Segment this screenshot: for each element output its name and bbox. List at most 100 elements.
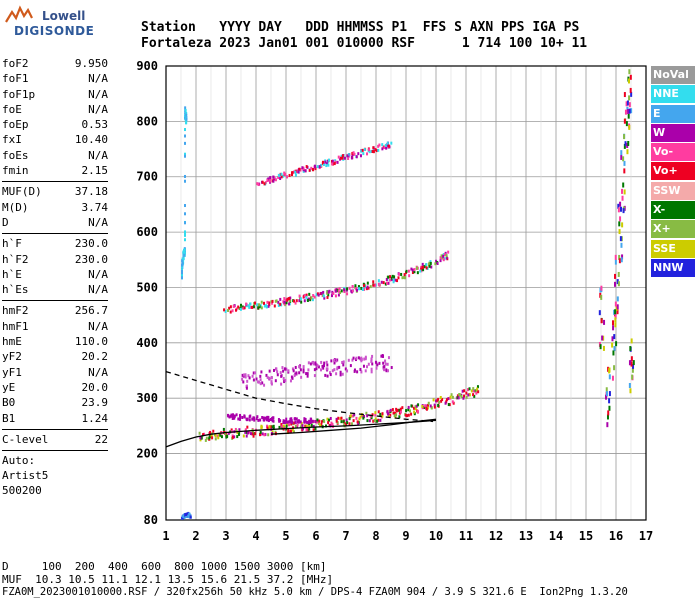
echo-point — [325, 162, 328, 166]
echo-point — [410, 412, 413, 416]
echo-point — [353, 369, 356, 373]
param-value: 1.24 — [81, 411, 109, 425]
echo-point — [270, 380, 273, 384]
echo-point — [300, 300, 303, 304]
echo-point — [347, 156, 350, 160]
echo-point — [442, 258, 445, 262]
echo-point — [309, 298, 312, 302]
echo-point — [362, 364, 365, 368]
echo-point — [268, 303, 271, 307]
echo-point — [444, 401, 447, 405]
param-label: yF1 — [2, 365, 22, 379]
echo-point — [252, 378, 255, 382]
echo-point — [279, 177, 282, 181]
echo-point — [365, 287, 368, 291]
echo-point — [286, 298, 289, 302]
echo-point — [439, 259, 442, 263]
echo-point — [327, 158, 330, 162]
echo-point — [437, 403, 440, 407]
echo-point — [384, 143, 387, 147]
echo-point — [296, 425, 299, 429]
echo-point — [216, 434, 219, 438]
param-divider — [2, 428, 108, 430]
echo-point — [278, 419, 281, 423]
echo-point — [623, 168, 626, 174]
echo-point — [439, 396, 442, 400]
echo-point — [344, 367, 347, 371]
echo-point — [396, 279, 399, 283]
echo-point — [405, 269, 408, 273]
echo-point — [410, 404, 413, 408]
echo-point — [310, 166, 313, 170]
echo-point — [408, 274, 411, 278]
echo-point — [428, 264, 431, 268]
param-row: M(D) 3.74 — [2, 200, 108, 215]
echo-point — [272, 424, 275, 428]
echo-point — [348, 417, 351, 421]
echo-point — [242, 434, 245, 438]
echo-point — [395, 409, 398, 413]
echo-point — [293, 417, 296, 421]
y-tick-label: 80 — [144, 513, 158, 527]
echo-point — [285, 417, 288, 421]
echo-point — [385, 278, 388, 282]
echo-point — [383, 146, 386, 150]
echo-point — [184, 179, 186, 183]
echo-point — [231, 415, 234, 419]
echo-point — [608, 405, 611, 411]
echo-point — [626, 149, 629, 155]
echo-point — [345, 418, 348, 422]
echo-point — [288, 173, 291, 177]
echo-point — [627, 109, 630, 115]
echo-point — [621, 188, 624, 194]
echo-point — [340, 289, 343, 293]
echo-point — [261, 416, 264, 420]
echo-point — [371, 354, 374, 358]
echo-point — [266, 426, 269, 430]
echo-point — [326, 291, 329, 295]
echo-point — [331, 423, 334, 427]
echo-point — [304, 419, 307, 423]
echo-point — [346, 421, 349, 425]
echo-point — [353, 152, 356, 156]
echo-point — [184, 204, 186, 208]
echo-point — [302, 169, 305, 173]
echo-point — [259, 378, 262, 382]
echo-point — [290, 417, 293, 421]
param-label: fxI — [2, 133, 22, 147]
echo-point — [260, 300, 263, 304]
echo-point — [413, 406, 416, 410]
echo-point — [335, 372, 338, 376]
echo-point — [313, 164, 316, 168]
legend-item-sse: SSE — [651, 239, 695, 258]
echo-point — [283, 297, 286, 301]
echo-point — [246, 417, 249, 421]
echo-point — [475, 391, 478, 395]
echo-point — [235, 308, 238, 312]
echo-point — [374, 419, 377, 423]
echo-point — [360, 286, 363, 290]
echo-point — [251, 305, 254, 309]
model-curve — [270, 418, 437, 435]
x-tick-label: 12 — [489, 529, 503, 543]
echo-point — [366, 285, 369, 289]
echo-point — [461, 389, 464, 393]
echo-point — [334, 294, 337, 298]
echo-point — [287, 429, 290, 433]
param-value: 230.0 — [74, 237, 108, 251]
echo-point — [312, 360, 315, 364]
echo-point — [251, 417, 254, 421]
echo-point — [370, 357, 373, 361]
echo-point — [434, 262, 437, 266]
echo-point — [331, 162, 334, 166]
echo-point — [352, 151, 355, 155]
echo-point — [429, 404, 432, 408]
echo-point — [320, 360, 323, 364]
param-label: foF1 — [2, 72, 29, 86]
param-label: yF2 — [2, 350, 22, 364]
echo-point — [423, 265, 426, 269]
param-label: foF2 — [2, 57, 29, 70]
echo-point — [321, 160, 324, 164]
echo-point — [456, 396, 459, 400]
